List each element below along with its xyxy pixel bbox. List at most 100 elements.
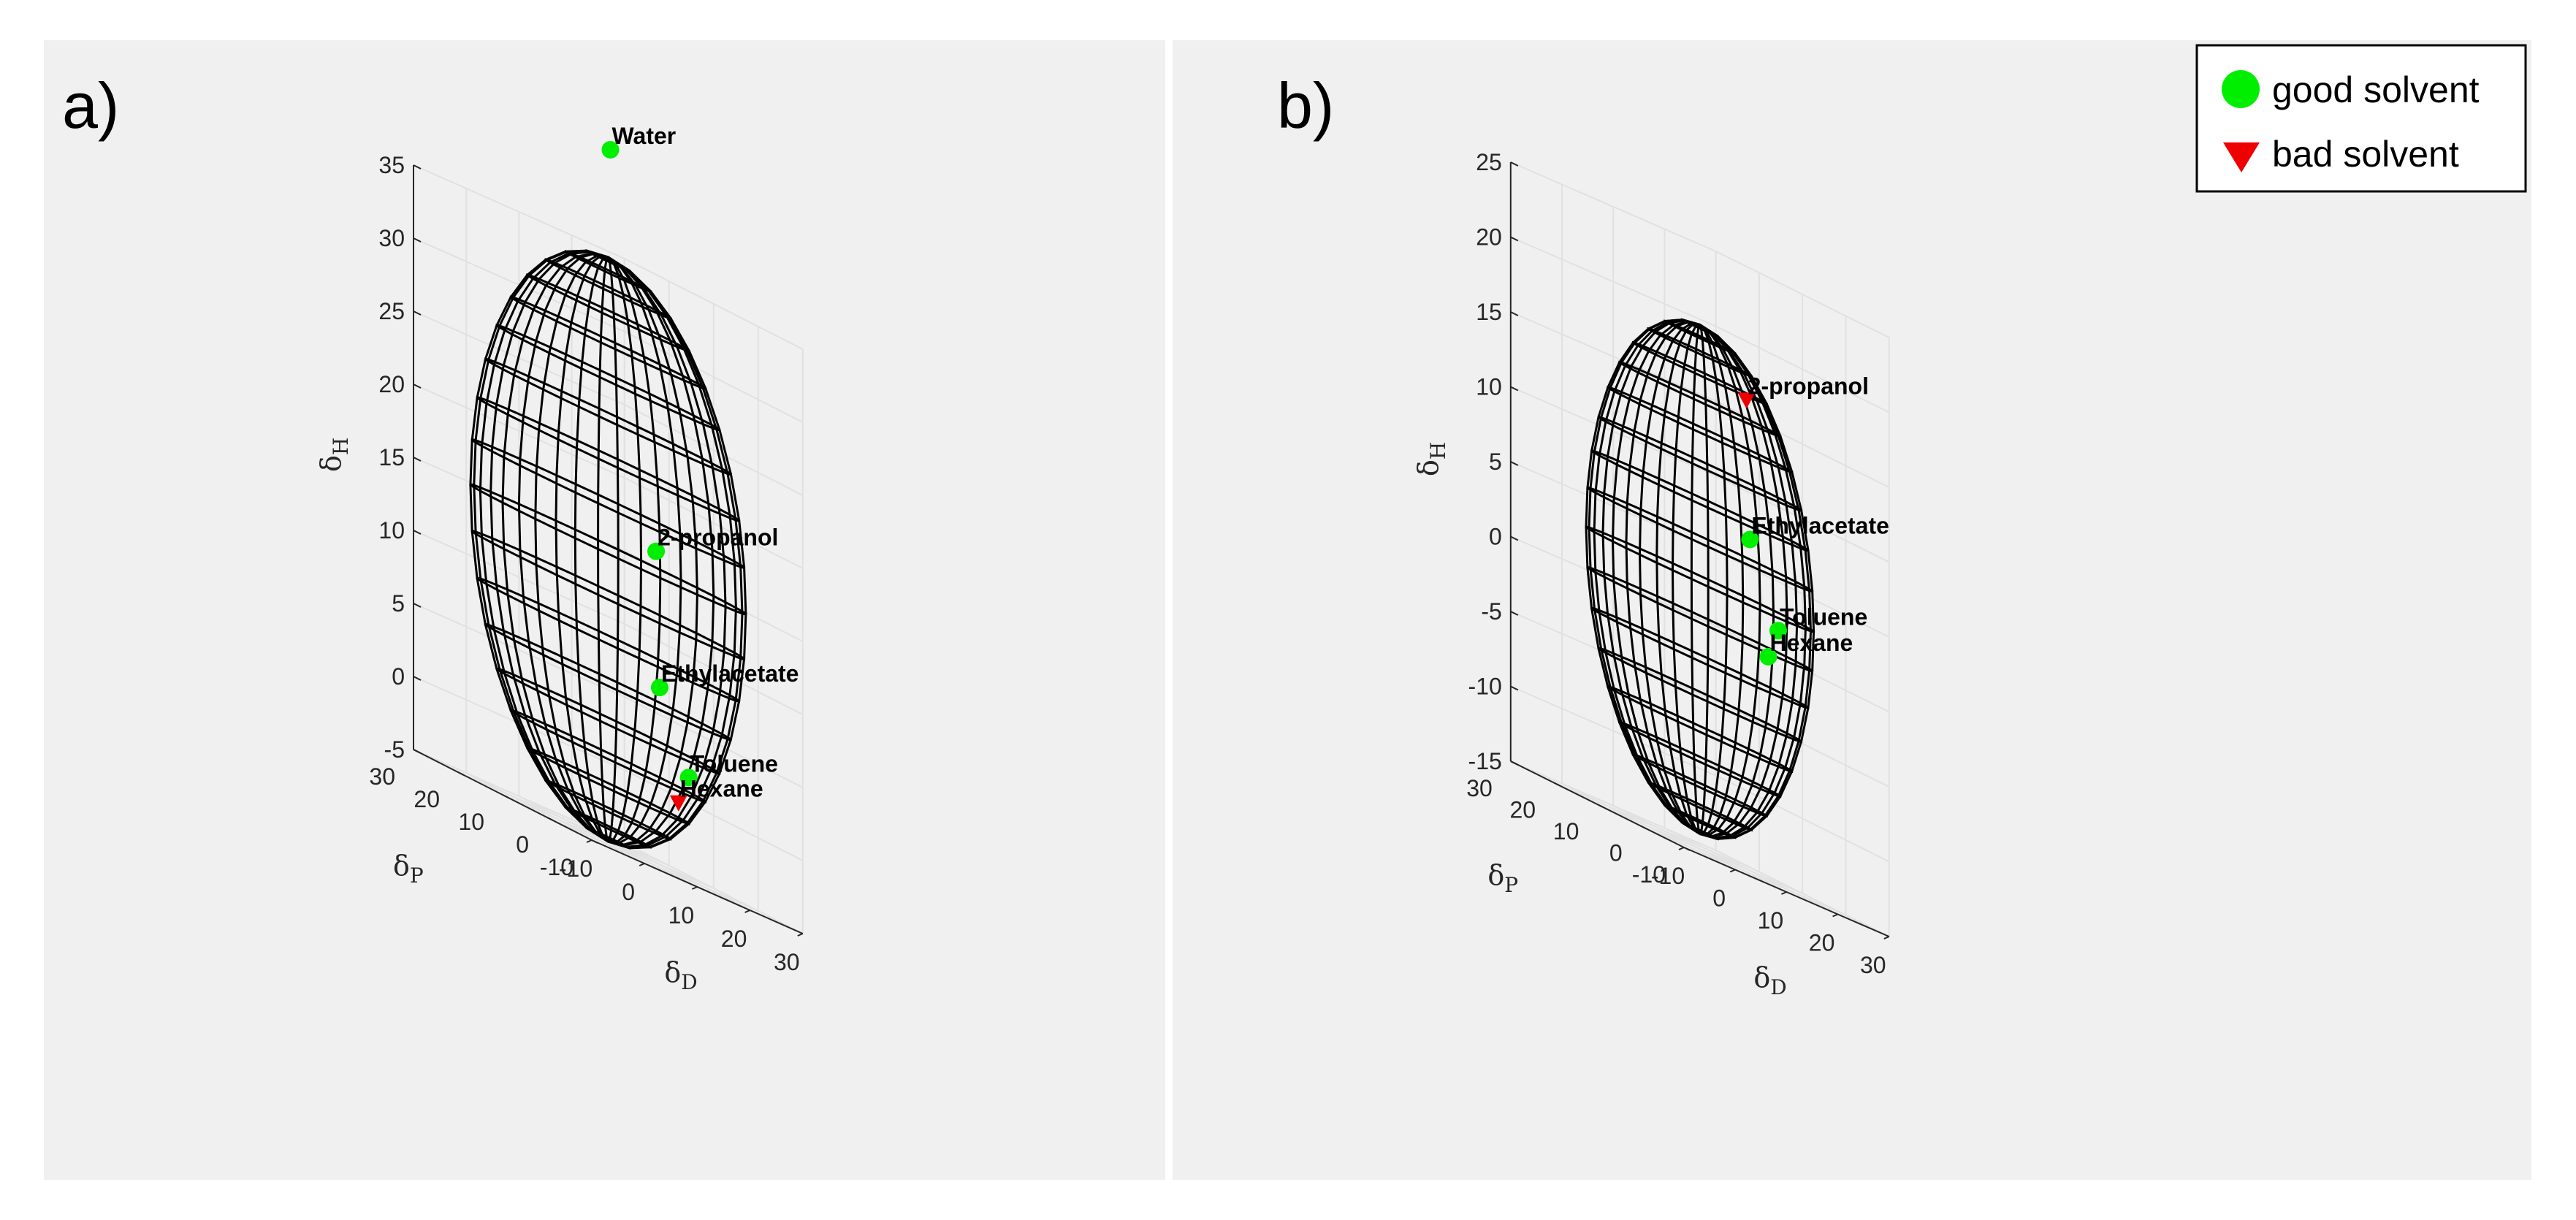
x-axis-label: δD xyxy=(664,956,697,994)
grid-line-z xyxy=(413,310,804,496)
x-tick-label: 10 xyxy=(1758,907,1784,934)
grid-line-z xyxy=(1510,535,1890,713)
point-label: Ethylacetate xyxy=(661,660,799,687)
bad-solvent-point xyxy=(669,795,687,812)
z-tick-label: 35 xyxy=(378,152,405,178)
x-tick-label: 30 xyxy=(1860,952,1886,978)
y-tick xyxy=(591,839,598,844)
z-tick xyxy=(1510,535,1519,541)
sphere-meridian xyxy=(573,256,609,843)
grid-line-z xyxy=(413,164,804,350)
x-tick xyxy=(1729,869,1736,873)
z-tick-label: 20 xyxy=(1476,224,1502,251)
y-tick-label: -10 xyxy=(540,854,573,880)
y-tick-label: 10 xyxy=(458,809,484,835)
sphere-meridian xyxy=(1699,324,1745,836)
z-tick-label: -10 xyxy=(1468,674,1502,700)
z-tick xyxy=(413,457,422,462)
sphere-meridian xyxy=(1699,324,1799,839)
sphere-meridian xyxy=(1625,321,1701,835)
y-tick xyxy=(1596,804,1604,808)
sphere-meridian xyxy=(1655,323,1701,835)
grid-line-z xyxy=(413,603,804,788)
sphere-wireframe xyxy=(469,249,747,850)
sphere-meridian xyxy=(606,256,620,842)
grid-line-z xyxy=(413,384,804,569)
panel-label: a) xyxy=(62,69,119,142)
z-tick-label: 30 xyxy=(378,225,405,251)
point-label: Toluene xyxy=(690,750,778,777)
panel-label: b) xyxy=(1277,69,1334,142)
z-tick xyxy=(1510,611,1519,616)
sphere-meridian xyxy=(1699,324,1807,839)
good-solvent-point xyxy=(650,679,668,697)
x-tick-label: -10 xyxy=(1651,863,1685,889)
y-tick-label: 30 xyxy=(1466,775,1493,801)
chart-panel-a: -100102030-100102030-505101520253035δDδP… xyxy=(44,40,1165,1180)
plot-background xyxy=(1173,40,2531,1180)
sphere-meridian xyxy=(555,255,609,843)
axes: -100102030-100102030-15-10-50510152025δD… xyxy=(1412,149,1890,999)
z-axis-label: δH xyxy=(1412,442,1450,476)
sphere-meridian xyxy=(1699,324,1788,838)
x-tick-label: 20 xyxy=(1809,930,1835,956)
grid-line-z xyxy=(1510,161,1890,338)
point-label: Hexane xyxy=(680,776,763,802)
grid-line-z xyxy=(413,749,804,934)
good-solvent-point xyxy=(1759,647,1777,666)
sphere-meridian xyxy=(1690,324,1702,834)
x-tick xyxy=(1678,847,1685,850)
z-tick-label: 0 xyxy=(392,663,405,690)
z-tick xyxy=(413,530,422,535)
z-tick-label: 15 xyxy=(378,444,405,470)
z-tick-label: -5 xyxy=(1481,598,1501,625)
axes: -100102030-100102030-505101520253035δDδP… xyxy=(315,152,804,994)
sphere-meridian xyxy=(1699,324,1815,840)
x-tick xyxy=(744,910,750,913)
legend-good-marker xyxy=(2222,70,2260,108)
sphere-meridian xyxy=(1699,324,1710,835)
sphere-meridian xyxy=(517,252,609,843)
grid-line-z xyxy=(413,237,804,423)
sphere-meridian xyxy=(1601,319,1701,835)
y-tick xyxy=(1683,847,1691,851)
x-tick-label: -10 xyxy=(559,855,592,882)
y-tick-label: 10 xyxy=(1553,818,1579,845)
bad-solvent-point xyxy=(1737,392,1756,409)
good-solvent-point xyxy=(679,769,698,787)
z-tick xyxy=(1510,236,1519,242)
y-tick-label: 20 xyxy=(1510,797,1536,823)
y-tick-label: 30 xyxy=(369,763,395,790)
legend-bad-marker xyxy=(2223,142,2260,172)
sphere-meridian xyxy=(1699,324,1729,835)
legend-good-label: good solvent xyxy=(2272,69,2480,110)
z-tick xyxy=(413,603,422,608)
x-tick xyxy=(586,839,592,843)
z-tick xyxy=(413,237,422,243)
z-tick xyxy=(1510,161,1519,167)
good-solvent-point xyxy=(647,542,666,560)
point-label: Water xyxy=(612,123,677,149)
sphere-meridian xyxy=(607,256,737,849)
x-tick-label: 10 xyxy=(668,902,695,929)
plot-background xyxy=(44,40,1165,1180)
z-tick-label: 5 xyxy=(1489,449,1502,475)
z-tick-label: 10 xyxy=(378,517,405,544)
legend-bad-label: bad solvent xyxy=(2272,134,2459,175)
chart-panel-b: -100102030-100102030-15-10-50510152025δD… xyxy=(1173,40,2531,1180)
sphere-meridian xyxy=(1611,321,1701,835)
z-tick-label: 15 xyxy=(1476,299,1502,325)
x-tick xyxy=(797,933,804,937)
point-label: Toluene xyxy=(1780,603,1867,630)
sphere-meridian xyxy=(607,256,682,845)
sphere-meridian xyxy=(479,250,609,843)
sphere-meridian xyxy=(1638,322,1701,835)
x-tick xyxy=(639,863,645,866)
point-label: Ethylacetate xyxy=(1751,512,1889,538)
grid-line-z xyxy=(413,676,804,861)
sphere-meridian xyxy=(489,251,609,843)
sphere-meridian xyxy=(597,256,609,842)
legend: good solvent bad solvent xyxy=(2195,44,2527,193)
